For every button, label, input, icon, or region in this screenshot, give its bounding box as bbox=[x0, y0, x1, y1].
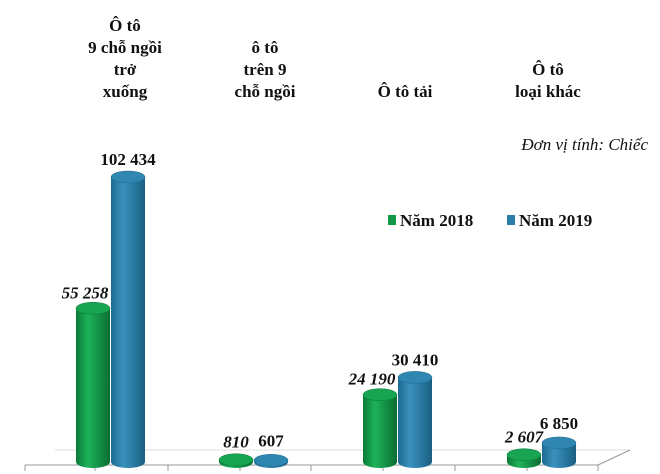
category-label-line: loại khác bbox=[515, 82, 581, 101]
legend-swatch-2019 bbox=[507, 215, 515, 225]
data-label-2018: 55 258 bbox=[62, 283, 109, 302]
floor-side-line bbox=[597, 449, 631, 466]
bar-top bbox=[253, 454, 289, 467]
legend-label-2019: Năm 2019 bbox=[519, 211, 592, 230]
bar-body bbox=[76, 308, 110, 462]
category-label-3: Ô tô loại khác bbox=[515, 60, 581, 101]
bar-2019-1: 607 bbox=[253, 431, 289, 468]
bar-2018-0: 55 258 bbox=[62, 283, 111, 468]
data-label-2019: 6 850 bbox=[540, 414, 578, 433]
bar-body bbox=[398, 377, 432, 462]
bar-body bbox=[111, 177, 145, 462]
category-label-line: ô tô bbox=[252, 38, 279, 57]
bar-2019-2: 30 410 bbox=[392, 350, 439, 468]
legend-label-2018: Năm 2018 bbox=[400, 211, 473, 230]
category-label-line: xuống bbox=[103, 82, 148, 101]
bar-2018-1: 810 bbox=[218, 433, 254, 468]
category-label-2: Ô tô tải bbox=[378, 82, 433, 101]
data-label-2018: 2 607 bbox=[504, 428, 545, 447]
legend-swatch-2018 bbox=[388, 215, 396, 225]
category-label-line: chỗ ngồi bbox=[235, 82, 296, 101]
bar-2019-0: 102 434 bbox=[100, 150, 156, 468]
category-label-line: Ô tô bbox=[109, 16, 141, 35]
data-label-2018: 810 bbox=[223, 433, 249, 452]
bar-body bbox=[363, 394, 397, 462]
data-label-2018: 24 190 bbox=[348, 370, 396, 389]
category-label-line: trở bbox=[114, 60, 137, 79]
legend: Năm 2018 Năm 2019 bbox=[388, 211, 592, 230]
bar-top bbox=[541, 436, 577, 450]
category-label-1: ô tô trên 9 chỗ ngồi bbox=[235, 38, 296, 101]
category-label-line: trên 9 bbox=[244, 60, 287, 79]
category-label-0: Ô tô 9 chỗ ngồi trở xuống bbox=[88, 16, 162, 101]
category-label-line: 9 chỗ ngồi bbox=[88, 38, 162, 57]
bar-2018-3: 2 607 bbox=[504, 428, 545, 468]
bar-top bbox=[397, 371, 433, 384]
unit-note: Đơn vị tính: Chiếc bbox=[520, 135, 648, 154]
bar-top bbox=[362, 388, 398, 401]
data-label-2019: 607 bbox=[258, 431, 284, 450]
bar-top bbox=[110, 170, 146, 184]
bar-2018-2: 24 190 bbox=[348, 370, 398, 468]
category-label-line: Ô tô bbox=[532, 60, 564, 79]
bar-top bbox=[75, 302, 111, 315]
data-label-2019: 102 434 bbox=[100, 150, 156, 169]
bar-top bbox=[218, 453, 254, 466]
bar-2019-3: 6 850 bbox=[540, 414, 578, 468]
data-label-2019: 30 410 bbox=[392, 350, 439, 369]
category-label-line: Ô tô tải bbox=[378, 82, 433, 101]
bar-top bbox=[506, 448, 542, 461]
